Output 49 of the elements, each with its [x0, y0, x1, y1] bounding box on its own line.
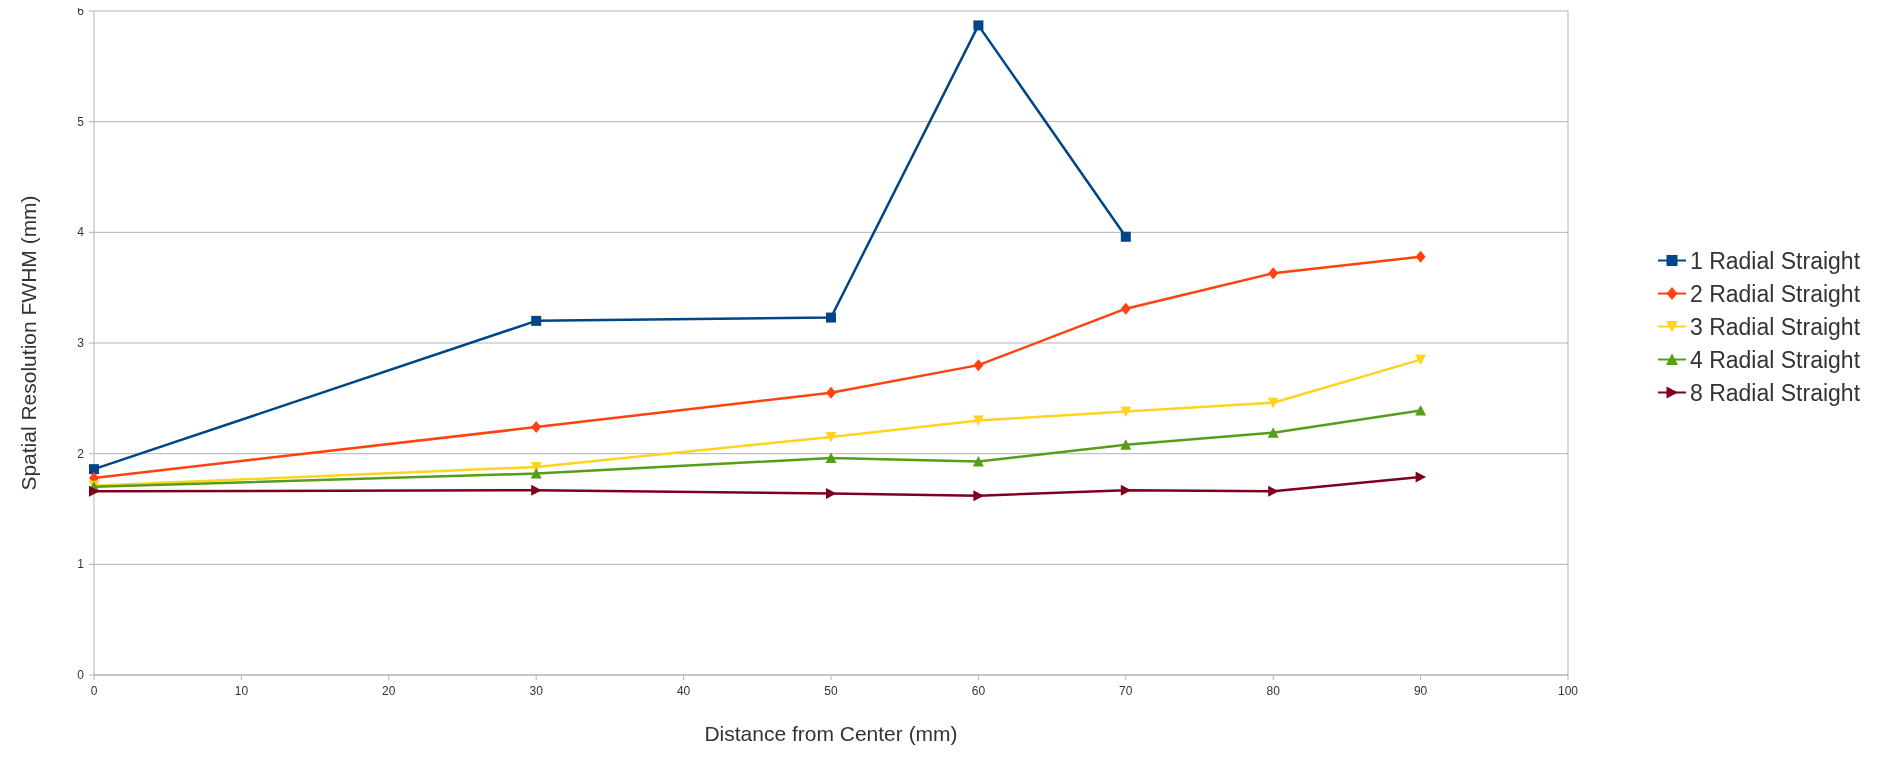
x-tick-label: 20 — [382, 684, 396, 698]
x-tick-label: 30 — [529, 684, 544, 698]
point — [825, 432, 837, 443]
legend-label: 3 Radial Straight — [1690, 313, 1861, 340]
point — [826, 312, 836, 323]
y-tick-label: 0 — [77, 668, 85, 682]
point — [1120, 302, 1131, 315]
point — [1120, 406, 1132, 418]
legend-label: 2 Radial Straight — [1690, 280, 1861, 307]
x-tick-label: 90 — [1413, 684, 1428, 698]
point — [1268, 267, 1279, 280]
point — [972, 415, 984, 426]
point — [825, 452, 837, 464]
y-tick-label: 2 — [77, 446, 85, 461]
point — [973, 490, 984, 502]
x-tick-label: 100 — [1557, 684, 1579, 698]
point — [1415, 471, 1427, 483]
x-tick-label: 40 — [676, 684, 691, 698]
point — [826, 488, 837, 500]
legend-label: 8 Radial Straight — [1690, 379, 1861, 406]
y-tick-label: 3 — [77, 336, 85, 350]
point — [973, 359, 984, 372]
point — [531, 421, 542, 434]
point — [1415, 405, 1427, 416]
point — [1415, 354, 1427, 366]
point — [1415, 250, 1426, 263]
point — [1267, 397, 1279, 409]
y-axis-title: Spatial Resolution FWHM (mm) — [17, 195, 40, 491]
point — [531, 315, 542, 326]
y-tick-label: 4 — [77, 225, 85, 240]
point — [1267, 427, 1279, 438]
legend-label: 4 Radial Straight — [1690, 346, 1861, 373]
legend-label: 1 Radial Straight — [1690, 247, 1861, 274]
point — [89, 464, 99, 475]
point — [973, 20, 984, 31]
point — [826, 386, 836, 399]
x-tick-label: 10 — [234, 684, 249, 698]
point — [972, 455, 984, 467]
point — [530, 468, 542, 479]
point — [1120, 231, 1131, 242]
y-tick-label: 5 — [77, 114, 85, 129]
x-tick-label: 70 — [1119, 684, 1133, 698]
point — [1120, 439, 1132, 450]
x-tick-label: 80 — [1266, 684, 1281, 698]
x-tick-label: 0 — [90, 684, 98, 698]
x-axis-title: Distance from Center (mm) — [704, 722, 958, 745]
x-tick-label: 50 — [824, 684, 838, 698]
y-tick-label: 1 — [77, 557, 85, 572]
x-tick-label: 60 — [971, 684, 986, 698]
